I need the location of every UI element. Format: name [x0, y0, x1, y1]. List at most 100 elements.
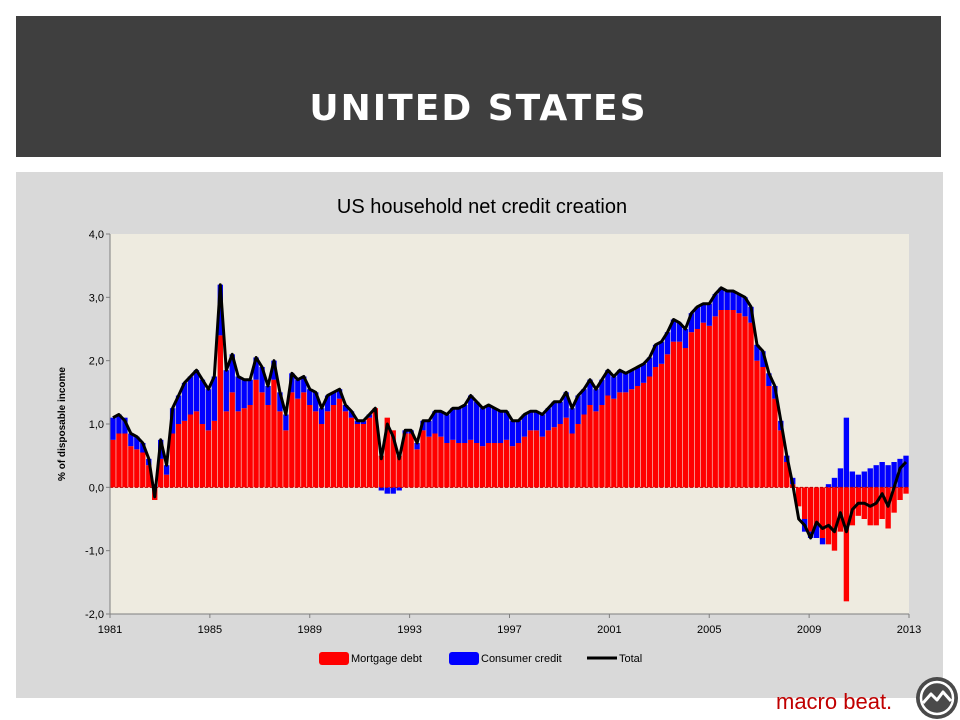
mortgage-bar: [712, 316, 718, 488]
mortgage-bar: [408, 433, 414, 488]
mortgage-bar: [241, 408, 247, 488]
consumer-credit-bar: [658, 341, 665, 364]
consumer-credit-bar: [521, 414, 528, 437]
consumer-credit-bar: [563, 392, 569, 418]
consumer-credit-bar: [611, 376, 617, 399]
consumer-credit-bar: [837, 468, 844, 488]
mortgage-bar: [652, 367, 659, 488]
mortgage-bar: [175, 424, 182, 488]
consumer-credit-bar: [354, 420, 361, 424]
mortgage-bar: [277, 411, 283, 488]
consumer-credit-bar: [205, 389, 212, 431]
consumer-credit-bar: [438, 411, 444, 437]
mortgage-bar: [229, 392, 235, 488]
consumer-credit-bar: [760, 351, 766, 367]
total-series-line: [112, 283, 908, 540]
mortgage-bar: [134, 449, 140, 488]
mortgage-bar: [855, 487, 862, 516]
consumer-credit-bar: [629, 370, 635, 390]
consumer-credit-bar: [694, 306, 701, 329]
chart-title: US household net credit creation: [337, 196, 627, 218]
mortgage-bar: [396, 455, 402, 488]
consumer-credit-bar: [551, 401, 557, 428]
consumer-credit-bar: [742, 297, 748, 317]
mortgage-bar: [640, 382, 647, 488]
consumer-credit-bar: [468, 395, 474, 440]
mortgage-bar: [414, 449, 420, 488]
consumer-credit-bar: [450, 408, 456, 440]
y-tick-label: 1,0: [89, 419, 104, 431]
mortgage-bar: [110, 439, 116, 488]
consumer-credit-bar: [295, 379, 301, 399]
mortgage-bar: [354, 424, 361, 488]
mortgage-bar: [742, 316, 748, 488]
consumer-credit-bar: [390, 487, 396, 494]
consumer-credit-bar: [903, 455, 909, 488]
consumer-credit-bar: [885, 465, 891, 488]
consumer-credit-bar: [479, 408, 486, 447]
consumer-credit-bar: [187, 376, 194, 415]
mortgage-bar: [444, 443, 450, 488]
mortgage-bar: [718, 310, 724, 488]
mortgage-bar: [670, 341, 677, 488]
mortgage-bar: [223, 411, 229, 488]
x-tick-label: 2013: [897, 624, 921, 636]
mortgage-bar: [611, 398, 617, 488]
mortgage-bar: [563, 417, 569, 488]
mortgage-bar: [259, 392, 265, 488]
mortgage-bar: [587, 405, 593, 488]
mountain-logo-icon[interactable]: [915, 676, 959, 720]
consumer-credit-bar: [635, 367, 641, 386]
consumer-credit-bar: [855, 474, 862, 488]
mortgage-bar: [521, 436, 528, 488]
consumer-credit-bar: [700, 303, 706, 323]
mortgage-bar: [599, 405, 605, 488]
y-tick-label: 0,0: [89, 482, 104, 494]
consumer-credit-bar: [575, 395, 581, 424]
mortgage-bar: [819, 487, 826, 538]
mortgage-bar: [700, 322, 706, 488]
consumer-credit-bar: [623, 373, 629, 393]
mortgage-bar: [211, 420, 218, 488]
consumer-credit-bar: [223, 370, 229, 412]
consumer-credit-bar: [318, 408, 325, 424]
x-tick-label: 1985: [198, 624, 222, 636]
mortgage-bar: [390, 430, 396, 488]
consumer-credit-bar: [652, 344, 659, 367]
page-title: UNITED STATES: [309, 88, 648, 129]
mortgage-bar: [891, 487, 897, 513]
consumer-credit-bar: [533, 411, 540, 431]
consumer-credit-bar: [229, 354, 235, 393]
consumer-credit-bar: [646, 357, 653, 377]
consumer-credit-bar: [342, 405, 349, 412]
chart-panel: US household net credit creation % of di…: [16, 172, 943, 698]
mortgage-bar: [193, 411, 200, 488]
consumer-credit-bar: [277, 392, 283, 412]
mortgage-bar: [187, 414, 194, 488]
consumer-credit-bar: [861, 471, 867, 488]
axes-layer: 4,0 3,0 2,0 1,0 0,0 -1,0 -2,0 1981 1985 1989 1993 1…: [85, 229, 921, 636]
y-tick-label: 4,0: [89, 229, 104, 241]
mortgage-bar: [283, 430, 289, 488]
mortgage-bar: [885, 487, 891, 529]
consumer-credit-bar: [682, 329, 689, 348]
mortgage-bar: [575, 424, 581, 488]
mortgage-bar: [623, 392, 629, 488]
x-tick-label: 1997: [497, 624, 521, 636]
consumer-credit-bar: [491, 408, 498, 443]
mortgage-bar: [837, 487, 844, 532]
consumer-credit-bar: [247, 379, 253, 405]
mortgage-bar: [313, 411, 319, 488]
consumer-credit-bar: [283, 414, 289, 431]
consumer-credit-bar: [849, 471, 856, 488]
consumer-credit-bar: [688, 313, 695, 333]
mortgage-bar: [491, 443, 498, 488]
consumer-credit-bar: [706, 303, 712, 326]
mortgage-bar: [664, 354, 671, 488]
mortgage-bar: [295, 398, 301, 488]
mortgage-bar: [372, 408, 379, 488]
consumer-credit-bar: [307, 389, 313, 405]
x-tick-label: 2001: [597, 624, 621, 636]
mortgage-bar: [169, 433, 176, 488]
consumer-credit-bar: [485, 405, 492, 443]
